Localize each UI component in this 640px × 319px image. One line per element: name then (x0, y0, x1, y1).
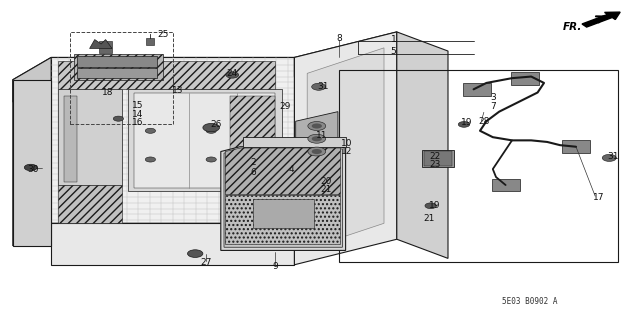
Polygon shape (307, 48, 384, 249)
Circle shape (602, 154, 616, 161)
Text: 13: 13 (172, 86, 184, 95)
Circle shape (226, 72, 239, 78)
Text: 26: 26 (210, 120, 221, 129)
Text: 9: 9 (273, 262, 278, 271)
Circle shape (312, 83, 326, 90)
Polygon shape (463, 83, 491, 96)
Circle shape (312, 149, 322, 154)
FancyArrow shape (582, 12, 620, 27)
Text: 10: 10 (341, 139, 353, 148)
Circle shape (188, 250, 203, 257)
Polygon shape (397, 32, 448, 258)
Text: 20: 20 (321, 177, 332, 186)
Text: 24: 24 (226, 69, 237, 78)
Polygon shape (99, 41, 112, 53)
Polygon shape (77, 68, 157, 78)
Circle shape (308, 122, 326, 130)
Text: 4: 4 (289, 165, 294, 174)
Circle shape (206, 128, 216, 133)
Text: 2: 2 (250, 158, 255, 167)
Text: 31: 31 (607, 152, 619, 161)
Circle shape (145, 128, 156, 133)
Polygon shape (146, 38, 154, 45)
Polygon shape (230, 96, 275, 185)
Text: 30: 30 (28, 165, 39, 174)
Text: 21: 21 (321, 185, 332, 194)
Text: 22: 22 (429, 152, 441, 161)
Circle shape (425, 203, 436, 209)
Text: 12: 12 (341, 147, 353, 156)
Circle shape (203, 123, 220, 132)
Polygon shape (13, 223, 294, 246)
Polygon shape (422, 150, 454, 167)
Polygon shape (13, 80, 51, 246)
Text: 16: 16 (132, 118, 143, 127)
Text: 7: 7 (490, 102, 495, 111)
Text: 18: 18 (102, 88, 113, 97)
Text: 11: 11 (316, 131, 327, 140)
Polygon shape (90, 40, 112, 48)
Text: 19: 19 (461, 118, 473, 127)
Text: 8: 8 (337, 34, 342, 43)
Polygon shape (128, 89, 282, 191)
Polygon shape (243, 137, 346, 147)
Text: 1: 1 (391, 35, 396, 44)
Circle shape (312, 123, 322, 129)
Circle shape (458, 122, 470, 127)
Polygon shape (511, 72, 539, 85)
Text: 14: 14 (132, 110, 143, 119)
Polygon shape (296, 112, 338, 167)
Text: 15: 15 (132, 101, 143, 110)
Polygon shape (58, 61, 275, 89)
Polygon shape (225, 195, 340, 244)
Polygon shape (74, 54, 163, 80)
Polygon shape (294, 32, 397, 77)
Polygon shape (225, 148, 340, 195)
Text: 19: 19 (429, 201, 441, 210)
Polygon shape (224, 149, 342, 247)
Circle shape (312, 136, 322, 141)
Polygon shape (77, 56, 157, 67)
Polygon shape (134, 93, 275, 188)
Polygon shape (51, 57, 294, 223)
Polygon shape (562, 140, 590, 153)
Polygon shape (13, 57, 51, 246)
Text: 28: 28 (479, 117, 490, 126)
Polygon shape (221, 147, 346, 250)
Text: 17: 17 (593, 193, 604, 202)
Polygon shape (424, 151, 452, 166)
Polygon shape (299, 172, 326, 185)
Circle shape (145, 157, 156, 162)
Circle shape (206, 157, 216, 162)
Circle shape (308, 147, 326, 156)
Polygon shape (58, 89, 122, 185)
Polygon shape (492, 179, 520, 191)
Text: 31: 31 (317, 82, 329, 91)
Text: 27: 27 (200, 258, 212, 267)
Text: 29: 29 (279, 102, 291, 111)
Circle shape (113, 116, 124, 121)
Polygon shape (253, 199, 314, 228)
Text: 21: 21 (423, 214, 435, 223)
Circle shape (24, 164, 37, 171)
Text: 3: 3 (490, 93, 495, 102)
Polygon shape (64, 96, 77, 182)
Polygon shape (294, 32, 397, 265)
Text: 23: 23 (429, 160, 441, 169)
Text: 5E03 B0902 A: 5E03 B0902 A (502, 297, 558, 306)
Text: FR.: FR. (563, 22, 582, 32)
Text: 25: 25 (157, 30, 168, 39)
Text: 5: 5 (391, 47, 396, 56)
Polygon shape (58, 185, 122, 223)
Circle shape (308, 134, 326, 143)
Text: 6: 6 (250, 168, 255, 177)
Polygon shape (13, 57, 294, 102)
Polygon shape (51, 223, 294, 265)
